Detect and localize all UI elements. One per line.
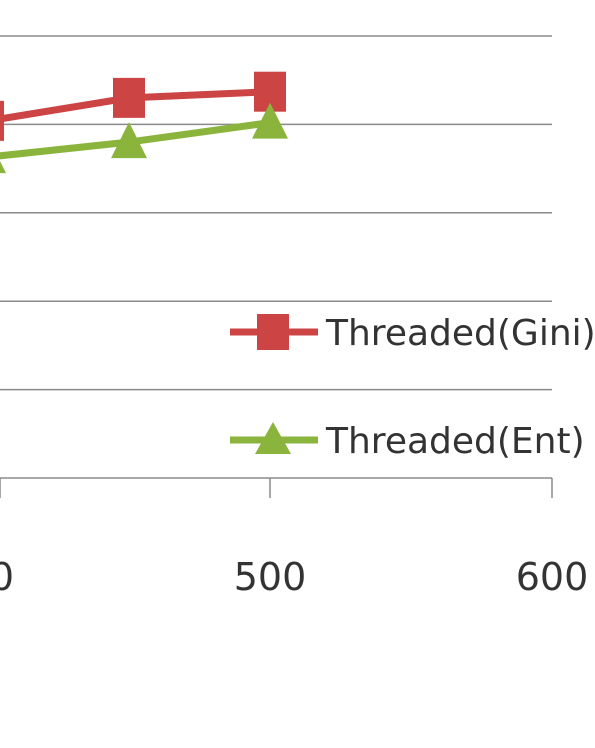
series-ent bbox=[0, 102, 288, 174]
data-point-square bbox=[0, 100, 4, 141]
legend-triangle-marker bbox=[255, 422, 291, 454]
data-point-triangle bbox=[252, 102, 288, 139]
data-point-triangle bbox=[0, 161, 6, 174]
series-layer bbox=[0, 71, 288, 174]
x-tick-label: 500 bbox=[234, 555, 307, 599]
series-gini bbox=[0, 71, 286, 141]
x-tick-label: 0 bbox=[0, 555, 14, 599]
legend-label: Threaded(Gini) bbox=[325, 313, 595, 354]
legend-label: Threaded(Ent) bbox=[325, 421, 585, 462]
legend-item: Threaded(Ent) bbox=[230, 421, 585, 462]
data-point-triangle bbox=[111, 122, 147, 159]
legend: Threaded(Gini) Threaded(Ent) bbox=[230, 313, 595, 462]
legend-square-marker bbox=[257, 314, 289, 350]
legend-item: Threaded(Gini) bbox=[230, 313, 595, 354]
x-axis: 0 500 600 bbox=[0, 477, 589, 599]
grid-lines bbox=[0, 35, 552, 391]
x-tick-label: 600 bbox=[516, 555, 589, 599]
data-point-square bbox=[113, 77, 145, 118]
